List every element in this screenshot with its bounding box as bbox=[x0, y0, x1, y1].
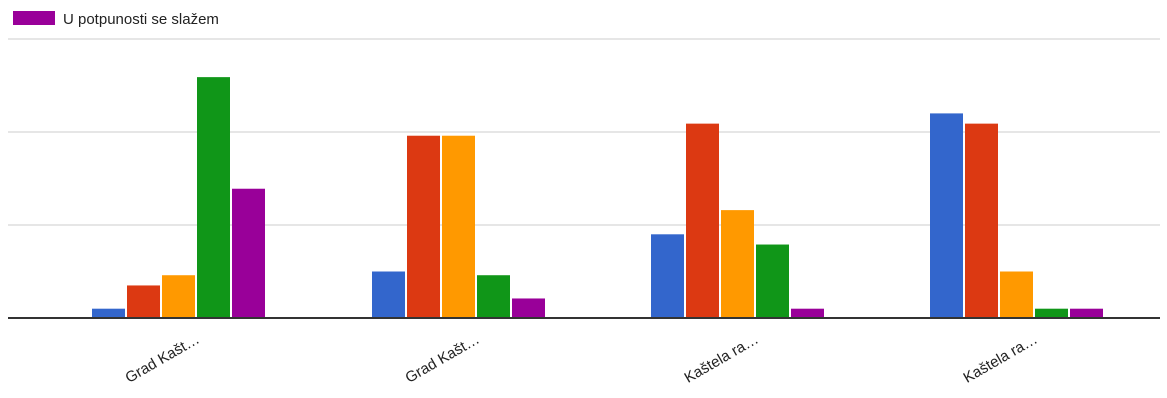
x-tick-label: Grad Kašt… bbox=[403, 331, 483, 387]
bar-2-series-3[interactable] bbox=[442, 135, 475, 318]
bar-4-series-2[interactable] bbox=[965, 123, 998, 318]
x-tick-label: Grad Kašt… bbox=[123, 331, 203, 387]
bar-2-series-2[interactable] bbox=[407, 135, 440, 318]
bar-3-series-2[interactable] bbox=[686, 123, 719, 318]
x-tick-label: Kaštela ra… bbox=[961, 331, 1041, 387]
bar-3-series-3[interactable] bbox=[721, 210, 754, 318]
bar-4-series-3[interactable] bbox=[1000, 271, 1033, 319]
legend: U potpunosti se slažem bbox=[13, 11, 219, 28]
bar-1-series-5[interactable] bbox=[232, 188, 265, 318]
bar-2-series-5[interactable] bbox=[512, 298, 545, 318]
bar-3-series-1[interactable] bbox=[651, 234, 684, 318]
bar-4-series-5[interactable] bbox=[1070, 308, 1103, 318]
bar-3-series-4[interactable] bbox=[756, 244, 789, 318]
bar-3-series-5[interactable] bbox=[791, 308, 824, 318]
bar-1-series-4[interactable] bbox=[197, 77, 230, 318]
bar-1-series-1[interactable] bbox=[92, 308, 125, 318]
x-tick-label: Kaštela ra… bbox=[682, 331, 762, 387]
bar-2-series-1[interactable] bbox=[372, 271, 405, 319]
x-tick-labels: Grad Kašt… Grad Kašt… Kaštela ra… Kaštela r… bbox=[123, 331, 1041, 387]
legend-swatch bbox=[13, 11, 55, 25]
bar-1-series-3[interactable] bbox=[162, 275, 195, 318]
bar-1-series-2[interactable] bbox=[127, 285, 160, 318]
legend-label: U potpunosti se slažem bbox=[63, 11, 219, 28]
bar-2-series-4[interactable] bbox=[477, 275, 510, 318]
bar-4-series-4[interactable] bbox=[1035, 308, 1068, 318]
bar-4-series-1[interactable] bbox=[930, 113, 963, 319]
bars bbox=[92, 77, 1103, 319]
